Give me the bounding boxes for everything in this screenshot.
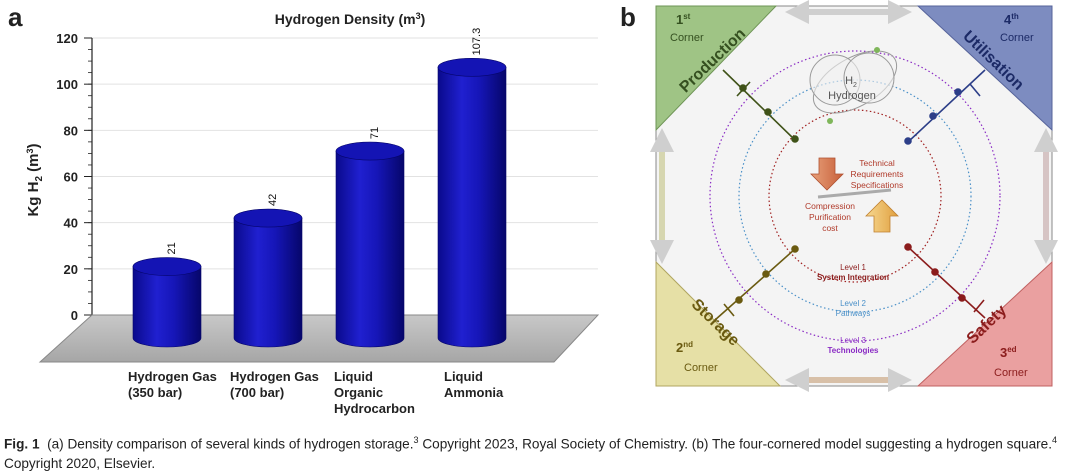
level-1-circle [768,109,942,283]
hydrogen-molecule: H2 Hydrogen [809,47,898,124]
level-1-name: System Integration [817,273,889,282]
four-cornered-model: H2 Hydrogen Technical Requirements Speci… [650,0,1058,392]
storage-corner [655,260,782,387]
svg-text:2nd: 2nd [676,340,693,355]
utilisation-spoke [904,69,986,145]
safety-corner [916,260,1053,387]
category-label: (700 bar) [230,385,284,400]
chart-floor [38,314,600,363]
level-1-title: Level 1 [840,263,866,272]
y-axis: 0 20 40 60 80 100 120 [56,31,93,323]
level-2-circle [738,79,972,313]
category-labels: Hydrogen Gas(350 bar)Hydrogen Gas(700 ba… [128,369,504,416]
caption-part-1: (a) Density comparison of several kinds … [47,436,414,452]
category-label: Liquid [334,369,373,384]
caption-ref-1: 3 [413,435,419,445]
svg-text:Corner: Corner [994,367,1028,379]
production-spoke [722,69,799,143]
level-3-name: Technologies [828,346,880,355]
caption-part-3: Copyright 2020, Elsevier. [4,455,156,471]
svg-text:Corner: Corner [684,362,718,374]
bar-series: 21 42 71 107.3 [132,28,507,348]
up-arrow-icon [865,199,899,233]
level-2-name: Pathways [836,309,871,318]
svg-text:Technical: Technical [859,158,895,168]
requirements-text: Technical Requirements Specifications [851,158,904,190]
cost-text: Compression Purification cost [805,201,855,233]
svg-text:1st: 1st [676,12,691,27]
y-tick-label: 60 [64,170,78,185]
caption-part-2: Copyright 2023, Royal Society of Chemist… [418,436,1052,452]
bar-top [437,58,507,77]
svg-text:Corner: Corner [670,32,704,44]
caption-lead: Fig. 1 [4,436,40,452]
category-label: (350 bar) [128,385,182,400]
y-tick-label: 80 [64,123,78,138]
level-labels: Level 1 System Integration Level 2 Pathw… [817,263,889,355]
floor-plane [38,314,600,363]
panel-a-letter: a [8,2,23,32]
svg-text:3ed: 3ed [1000,345,1017,360]
caption-ref-2: 4 [1052,435,1058,445]
level-3-circle [709,50,1001,342]
storage-spoke [714,245,799,321]
category-label: Hydrogen Gas [128,369,217,384]
y-tick-label: 100 [56,77,78,92]
svg-text:Purification: Purification [809,212,851,222]
level-2-title: Level 2 [840,299,866,308]
h2-label: H2 [845,75,857,89]
bar-value-label: 21 [166,242,178,254]
svg-text:Requirements: Requirements [851,169,904,179]
y-tick-label: 120 [56,31,78,46]
category-label: Organic [334,385,383,400]
utilisation-corner [916,5,1053,132]
y-tick-label: 20 [64,262,78,277]
density-bar-chart: Hydrogen Density (m3) Kg H2 (m3) 0 20 40 60… [25,11,600,416]
chart-title: Hydrogen Density (m3) [275,11,426,27]
bar-value-label: 42 [267,194,279,206]
bar-value-label: 71 [369,127,381,139]
panel-b-letter: b [620,2,636,32]
safety-spoke [904,243,986,319]
y-tick-label: 40 [64,216,78,231]
level-3-title: Level 3 [840,336,866,345]
bar-body [233,217,303,348]
bar-body [437,67,507,348]
category-label: Hydrocarbon [334,401,415,416]
bar-value-label: 107.3 [471,28,483,56]
figure-caption: Fig. 1 (a) Density comparison of several… [4,431,1076,473]
svg-text:Corner: Corner [1000,32,1034,44]
balance-bar [817,188,892,199]
category-label: Liquid [444,369,483,384]
category-label: Hydrogen Gas [230,369,319,384]
svg-text:Compression: Compression [805,201,855,211]
bar-body [132,266,202,348]
y-tick-label: 0 [71,308,78,323]
hydrogen-label: Hydrogen [828,90,876,102]
bar-body [335,150,405,348]
svg-text:Specifications: Specifications [851,180,903,190]
category-label: Ammonia [444,385,504,400]
svg-text:4th: 4th [1004,12,1019,27]
svg-text:cost: cost [822,223,838,233]
down-arrow-icon [810,157,844,191]
bar-top [335,141,405,161]
y-axis-label: Kg H2 (m3) [25,143,45,216]
bar-top [132,257,202,276]
bar-top [233,208,303,228]
production-corner [655,5,778,132]
